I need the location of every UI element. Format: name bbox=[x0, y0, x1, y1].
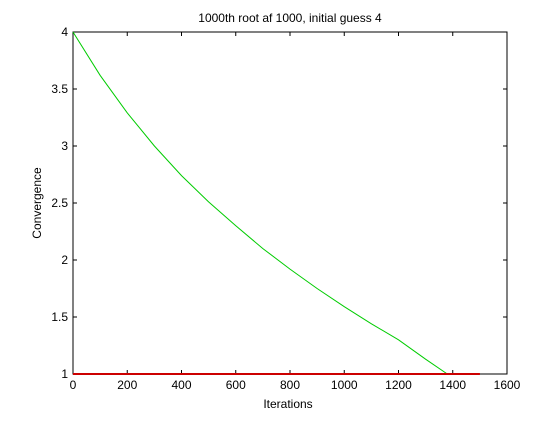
y-axis-label: Convergence bbox=[30, 167, 44, 239]
y-tick-label: 1.5 bbox=[51, 310, 68, 324]
x-axis-label: Iterations bbox=[263, 397, 312, 411]
y-tick-label: 3 bbox=[61, 139, 68, 153]
x-tick-label: 800 bbox=[280, 378, 300, 392]
y-axis: 1 1.5 2 2.5 3 3.5 4 bbox=[51, 25, 507, 381]
y-tick-label: 4 bbox=[61, 25, 68, 39]
x-tick-label: 1000 bbox=[331, 378, 358, 392]
y-tick-label: 3.5 bbox=[51, 82, 68, 96]
x-tick-label: 1200 bbox=[385, 378, 412, 392]
y-tick-label: 2 bbox=[61, 253, 68, 267]
x-axis: 0 200 400 600 800 1000 1200 1400 1600 bbox=[70, 32, 521, 392]
series-layer bbox=[72, 31, 480, 375]
x-tick-label: 200 bbox=[117, 378, 137, 392]
plot-frame bbox=[72, 31, 508, 375]
x-tick-label: 1400 bbox=[439, 378, 466, 392]
x-tick-label: 1600 bbox=[494, 378, 521, 392]
x-tick-label: 400 bbox=[171, 378, 191, 392]
x-tick-label: 600 bbox=[226, 378, 246, 392]
y-tick-label: 2.5 bbox=[51, 196, 68, 210]
x-tick-label: 0 bbox=[70, 378, 77, 392]
y-tick-label: 1 bbox=[61, 367, 68, 381]
chart-title: 1000th root af 1000, initial guess 4 bbox=[198, 11, 382, 25]
series-line-0 bbox=[72, 31, 448, 375]
